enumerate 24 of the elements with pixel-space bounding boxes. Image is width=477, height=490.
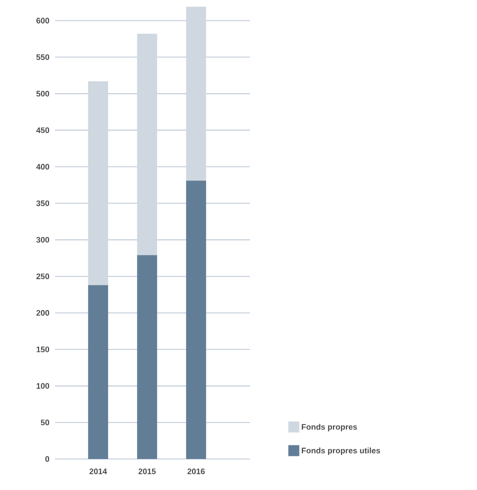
bar <box>186 6 206 181</box>
y-tick-label: 300 <box>36 236 50 243</box>
bar <box>186 180 206 459</box>
bar <box>88 285 108 459</box>
y-tick-label: 550 <box>36 54 50 60</box>
y-tick-label: 500 <box>36 90 50 97</box>
bar <box>137 34 158 256</box>
y-tick-label: 350 <box>36 200 50 206</box>
y-tick-label: 100 <box>36 383 50 389</box>
y-tick-label: 150 <box>36 346 50 352</box>
y-tick-label: 450 <box>36 127 50 134</box>
y-tick-label: 250 <box>36 274 50 280</box>
legend-label: Fonds propres utiles <box>302 447 380 455</box>
legend-label: Fonds propres <box>302 424 357 432</box>
y-tick-label: 400 <box>36 164 50 170</box>
x-tick-label: 2016 <box>187 468 205 474</box>
y-tick-label: 50 <box>40 420 50 426</box>
x-tick-label: 2014 <box>90 468 107 474</box>
bar <box>88 81 108 286</box>
y-tick-label: 600 <box>36 18 50 24</box>
y-tick-label: 200 <box>36 310 50 316</box>
bar <box>137 255 158 459</box>
y-tick-label: 0 <box>45 456 50 462</box>
x-tick-label: 2015 <box>138 468 156 474</box>
